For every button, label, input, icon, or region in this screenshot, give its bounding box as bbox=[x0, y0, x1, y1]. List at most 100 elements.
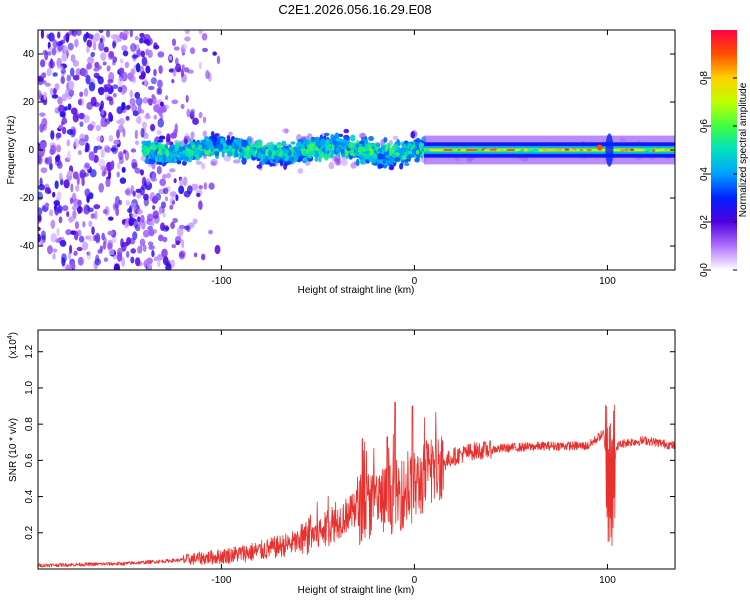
spectrogram-carrier-blob bbox=[514, 148, 522, 151]
spectrogram-noise-blob bbox=[119, 177, 127, 184]
spectrogram-noise-blob bbox=[168, 168, 176, 173]
spectrogram-band-blob bbox=[296, 141, 302, 148]
snr-scale-label: (x104) bbox=[7, 332, 19, 359]
colorbar-tick-label: 0.0 bbox=[699, 263, 710, 277]
spectrogram-noise-blob bbox=[132, 110, 139, 117]
snr-panel: -100 0 100 0.2 0.4 0.6 0.8 1.0 1.2 Height of st… bbox=[7, 329, 676, 596]
spectrogram-noise-blob bbox=[73, 198, 80, 207]
spectrogram-band-blob bbox=[335, 137, 342, 142]
spectrogram-noise-blob bbox=[91, 37, 98, 43]
spectrogram-carrier-blob bbox=[555, 148, 563, 152]
spectrogram-noise-blob bbox=[38, 207, 43, 216]
spectrogram-noise-blob bbox=[44, 82, 51, 87]
snr-x-tick-label: 0 bbox=[412, 575, 418, 586]
spectrogram-halo-blob bbox=[232, 159, 241, 164]
spectrogram-noise-blob bbox=[78, 138, 86, 146]
spectrogram-noise-blob bbox=[198, 200, 203, 210]
spectrogram-noise-blob bbox=[83, 114, 90, 124]
spectrogram-noise-blob bbox=[72, 112, 79, 123]
spectrogram-noise-blob bbox=[150, 77, 157, 85]
spectrogram-noise-blob bbox=[94, 210, 98, 220]
spectrogram-noise-blob bbox=[145, 65, 151, 74]
spectrogram-noise-blob bbox=[40, 30, 45, 39]
spectrogram-noise-blob bbox=[162, 212, 166, 218]
spectrogram-band-blob bbox=[251, 157, 256, 161]
spectrogram-noise-blob bbox=[124, 150, 130, 161]
spectrogram-band-blob bbox=[340, 149, 345, 154]
spectrogram-noise-blob bbox=[52, 38, 58, 49]
spectrogram-noise-blob bbox=[93, 204, 101, 210]
spectrogram-noise-blob bbox=[88, 192, 94, 200]
snr-y-tick-label: 1.0 bbox=[24, 381, 35, 395]
spectrogram-noise-blob bbox=[70, 107, 78, 115]
spectrogram-noise-blob bbox=[129, 97, 136, 106]
spectrogram-noise-blob bbox=[153, 68, 157, 77]
spectrogram-band-blob bbox=[266, 144, 270, 149]
spectrogram-halo-blob bbox=[156, 130, 162, 136]
spectrogram-noise-blob bbox=[159, 206, 163, 214]
spectrogram-carrier-blob bbox=[654, 149, 660, 152]
spectrogram-noise-blob bbox=[118, 199, 123, 206]
spectrogram-noise-blob bbox=[148, 245, 155, 251]
spectrogram-noise-blob bbox=[152, 210, 159, 219]
spectrogram-band-blob bbox=[377, 163, 381, 170]
spectrogram-band-blob bbox=[375, 143, 381, 148]
spectrogram-noise-blob bbox=[62, 205, 69, 212]
colorbar-scale bbox=[711, 30, 737, 270]
spectrogram-noise-blob bbox=[143, 197, 150, 207]
spectrogram-noise-blob bbox=[96, 135, 103, 142]
spectrogram-noise-blob bbox=[38, 191, 44, 201]
spectrogram-noise-blob bbox=[98, 86, 105, 96]
spectrogram-noise-blob bbox=[38, 155, 43, 165]
spectrogram-noise-blob bbox=[38, 233, 42, 243]
spectrogram-band-blob bbox=[194, 153, 200, 161]
spectrogram-noise-blob bbox=[128, 216, 135, 227]
spectrogram-band-blob bbox=[384, 154, 391, 159]
spectrogram-noise-blob bbox=[52, 72, 58, 77]
colorbar-label: Normalized spectral amplitude bbox=[738, 82, 749, 217]
spectrogram-noise-blob bbox=[56, 57, 63, 68]
spectrogram-noise-blob bbox=[124, 189, 131, 195]
spectrogram-noise-blob bbox=[137, 245, 142, 254]
spectrogram-noise-blob bbox=[151, 94, 155, 99]
spectrogram-carrier-blob bbox=[620, 149, 625, 152]
spectrogram-band-blob bbox=[303, 149, 307, 157]
spectrogram-noise-blob bbox=[192, 117, 199, 126]
snr-y-tick-label: 0.6 bbox=[24, 453, 35, 467]
spectrogram-band-blob bbox=[148, 141, 152, 146]
spectrogram-band-blob bbox=[253, 143, 258, 147]
spectrogram-noise-blob bbox=[90, 51, 95, 58]
spectrogram-noise-blob bbox=[150, 229, 158, 234]
spectrogram-noise-blob bbox=[117, 86, 123, 93]
spectrogram-halo-blob bbox=[195, 160, 202, 165]
snr-frame bbox=[37, 329, 676, 570]
spectrogram-noise-blob bbox=[40, 167, 48, 174]
spectrogram-band-blob bbox=[250, 143, 255, 148]
spectrogram-noise-blob bbox=[181, 43, 188, 50]
spectrogram-noise-blob bbox=[171, 244, 177, 249]
spectrogram-noise-blob bbox=[157, 118, 165, 128]
spectrogram-noise-blob bbox=[105, 30, 111, 38]
spectrogram-band-blob bbox=[241, 157, 247, 165]
spectrogram-noise-blob bbox=[41, 72, 47, 79]
snr-x-tick-label: 100 bbox=[599, 575, 616, 586]
snr-y-ticks: 0.2 0.4 0.6 0.8 1.0 1.2 bbox=[24, 344, 675, 540]
spectrogram-noise-blob bbox=[134, 35, 139, 41]
spectrogram-noise-blob bbox=[121, 257, 125, 268]
spectrogram-noise-blob bbox=[166, 133, 171, 143]
spectrogram-noise-blob bbox=[72, 60, 79, 67]
spectrogram-noise-blob bbox=[83, 87, 89, 97]
spectrogram-noise-blob bbox=[184, 30, 190, 35]
spectrogram-noise-blob bbox=[170, 259, 176, 268]
spectrogram-noise-blob bbox=[72, 74, 80, 81]
spectrogram-noise-blob bbox=[90, 213, 96, 219]
spectrogram-noise-blob bbox=[52, 191, 56, 198]
snr-y-label: SNR (10 * v/v) bbox=[8, 418, 19, 482]
spectrogram-halo-blob bbox=[340, 158, 348, 166]
spectrogram-noise-blob bbox=[67, 170, 73, 177]
snr-x-tick-label: -100 bbox=[211, 575, 231, 586]
spectrogram-noise-blob bbox=[130, 256, 135, 264]
spectrogram-noise-blob bbox=[116, 162, 121, 170]
spectrogram-noise-blob bbox=[86, 39, 93, 48]
spectrogram-noise-blob bbox=[171, 200, 176, 205]
